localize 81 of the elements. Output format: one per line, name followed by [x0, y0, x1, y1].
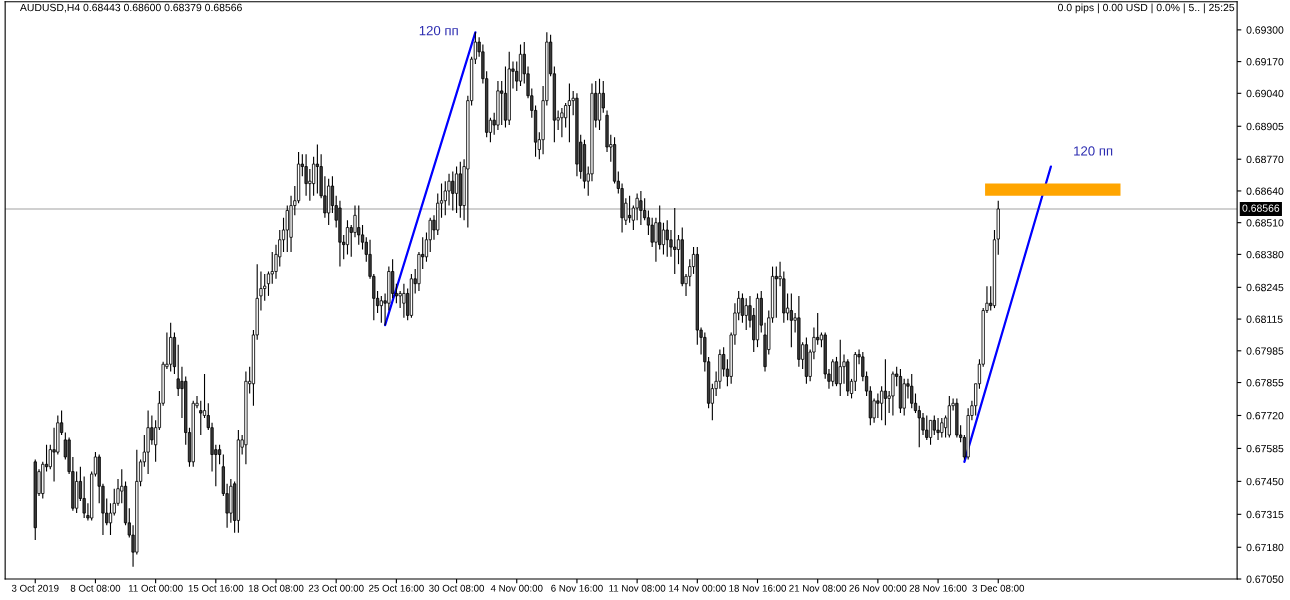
y-tick-label: 0.69300: [1246, 26, 1284, 34]
candlestick: [627, 195, 632, 224]
candlestick: [789, 292, 793, 348]
x-tick-label: 15 Oct 16:00: [188, 584, 244, 592]
x-tick-label: 26 Nov 00:00: [849, 584, 907, 592]
candlestick: [285, 205, 289, 253]
x-tick-label: 8 Oct 08:00: [70, 584, 121, 592]
candlestick: [928, 419, 933, 446]
annotation: 0.0 pips | 0.00 USD | 0.0% | 5.. | 25:25: [1058, 3, 1235, 14]
candlestick: [936, 417, 940, 441]
candlestick: [880, 385, 884, 421]
candlestick: [665, 219, 669, 258]
y-tick-label: 0.68640: [1246, 187, 1284, 195]
candlestick: [567, 83, 572, 143]
candlestick: [831, 358, 835, 387]
x-tick-label: 11 Oct 00:00: [128, 584, 183, 592]
x-tick-label: 6 Nov 16:00: [551, 584, 603, 592]
candlestick: [932, 414, 936, 436]
x-tick-label: 14 Nov 00:00: [669, 584, 726, 592]
candlestick: [876, 392, 880, 419]
candlestick: [360, 224, 365, 251]
y-tick-label: 0.69040: [1246, 89, 1284, 98]
candlestick: [661, 222, 666, 255]
y-tick-label: 0.67585: [1246, 444, 1284, 453]
y-tick-label: 0.67450: [1246, 477, 1284, 486]
candlestick: [451, 170, 455, 212]
x-tick-label: 28 Nov 16:00: [909, 584, 967, 592]
candlestick: [774, 266, 778, 319]
candlestick: [834, 356, 839, 387]
candlestick: [740, 292, 745, 324]
candlestick: [883, 358, 888, 426]
candlestick: [654, 217, 658, 263]
x-tick-label: 21 Nov 08:00: [789, 584, 847, 592]
y-tick-label: 0.67180: [1246, 543, 1284, 552]
candlestick: [357, 205, 361, 246]
candlestick: [940, 417, 944, 439]
y-tick-label: 0.69170: [1246, 58, 1284, 66]
y-tick-label: 0.67720: [1246, 411, 1284, 420]
x-tick-label: 18 Nov 16:00: [729, 584, 787, 592]
x-tick-label: 3 Dec 08:00: [972, 584, 1025, 592]
y-tick-label: 0.68510: [1246, 219, 1284, 227]
x-tick-label: 11 Nov 08:00: [609, 584, 666, 592]
y-tick-label: 0.68380: [1246, 250, 1284, 259]
y-tick-label: 0.68905: [1246, 122, 1284, 131]
candlestick: [266, 270, 271, 297]
x-tick-label: 4 Nov 00:00: [490, 584, 543, 592]
candlestick: [199, 400, 203, 436]
y-tick-label: 0.68115: [1246, 315, 1283, 323]
candlestick: [402, 283, 406, 319]
candlestick: [560, 107, 564, 138]
candlestick: [910, 373, 914, 409]
candlestick: [639, 190, 643, 226]
x-tick-label: 18 Oct 08:00: [248, 584, 304, 592]
y-tick-label: 0.68770: [1246, 155, 1284, 164]
candlestick: [217, 444, 222, 465]
candlestick: [311, 156, 316, 197]
candlestick: [108, 502, 113, 536]
x-tick-label: 30 Oct 08:00: [429, 584, 485, 592]
x-tick-label: 3 Oct 2019: [11, 584, 59, 592]
x-tick-label: 23 Oct 00:00: [308, 584, 364, 592]
candlestick: [315, 144, 319, 194]
y-tick-label: 0.67985: [1246, 347, 1284, 355]
candlestick: [398, 290, 402, 309]
ref-line-label: 0.68566: [1242, 204, 1280, 212]
series-label: 120 пп: [419, 25, 458, 36]
y-tick-label: 0.68245: [1246, 283, 1284, 292]
candlestick: [379, 295, 383, 324]
candlestick: [838, 339, 842, 397]
candlestick: [304, 153, 308, 197]
candlestick: [454, 165, 459, 214]
candlestick: [925, 414, 929, 441]
series-label: 120 пп: [1074, 146, 1113, 156]
candlestick: [345, 219, 350, 255]
candlestick: [891, 370, 895, 417]
y-tick-label: 0.67315: [1246, 510, 1284, 519]
chart-title: AUDUSD,H4 0.68443 0.68600 0.68379 0.68566: [19, 3, 242, 13]
candlestick: [744, 297, 748, 331]
x-tick-label: 25 Oct 16:00: [369, 584, 424, 592]
y-tick-label: 0.67855: [1246, 379, 1284, 387]
candlestick: [673, 207, 677, 275]
y-tick-label: 0.67050: [1246, 575, 1284, 583]
